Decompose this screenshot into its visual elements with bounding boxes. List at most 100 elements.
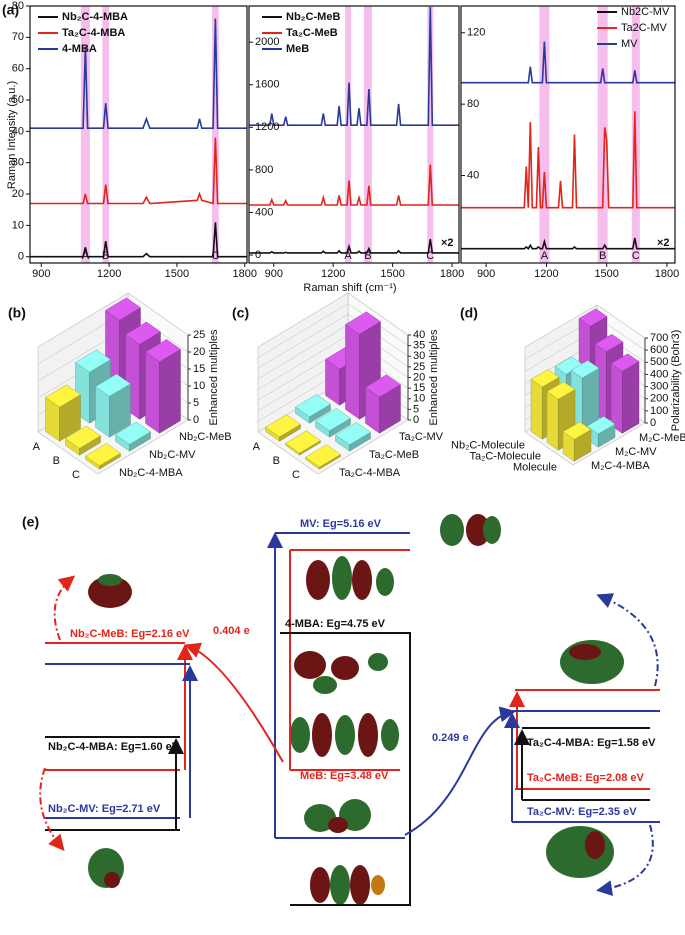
bar [95,373,131,438]
band-label: B [364,250,371,262]
y-tick-label: 1200 [255,121,279,133]
series-label: Ta₂C-MV [399,431,444,443]
y-tick-label: 30 [12,157,24,169]
bar-face [315,408,351,432]
z-tick-label: 0 [193,414,199,426]
level-label: Nb₂C-MeB: Eg=2.16 eV [70,628,190,640]
bar-face [365,374,401,398]
z-tick-label: 30 [413,350,425,362]
bar-face [305,444,341,468]
bar-face [622,361,640,434]
bar-face [159,348,181,434]
legend-label: Nb₂C-MeB [286,11,340,23]
level-label: Nb₂C-4-MBA: Eg=1.60 eV [48,741,180,753]
spectrum-line [30,137,247,205]
category-label: A [33,441,41,453]
panel-label: (a) [2,2,19,18]
y-tick-label: 60 [12,63,24,75]
y-tick-label: 120 [467,27,485,39]
highlight-band [80,6,90,263]
y-tick-label: 2000 [255,36,279,48]
series-label: Ta₂C-MeB [369,449,419,461]
category-label: A [253,441,261,453]
z-tick-label: 20 [193,346,205,358]
bar [305,444,341,470]
grid-line [257,313,349,369]
charge-label: 0.249 e [432,732,469,744]
bar-face [586,416,616,435]
bar [610,353,640,434]
bar-face [145,351,160,434]
y-tick-label: 40 [12,125,24,137]
grid-line [257,324,349,380]
bar [295,394,331,424]
grid-line [524,304,598,348]
grid-line [257,335,349,390]
x-tick-label: 1200 [534,268,558,280]
legend-label: Ta₂C-MeB [286,27,338,39]
bar-face [594,334,624,353]
x-tick-label: 900 [477,268,495,280]
bar-face [65,425,101,449]
y-tick-label: 80 [12,0,24,12]
bar [85,443,121,470]
band-label: A [82,250,90,262]
level-label: Ta₂C-MV: Eg=2.35 eV [527,806,637,818]
z-tick-label: 400 [650,368,668,380]
z-tick-label: 15 [413,382,425,394]
z-tick-label: 100 [650,405,668,417]
y-axis-label: Raman Intensity (a.u.) [6,81,18,189]
spectrum-line [461,41,675,84]
x-tick-label: 1500 [594,268,618,280]
legend-label: MV [621,38,638,50]
bar-face [95,373,131,397]
plot-frame [29,5,248,264]
bar [562,421,592,462]
x-tick-label: 1500 [380,268,404,280]
legend-label: Nb2C-MV [621,6,670,18]
category-label: B [273,455,280,467]
panel-label: (e) [22,514,39,530]
bar-face [45,384,81,408]
level-label: Ta₂C-4-MBA: Eg=1.58 eV [527,737,656,749]
y-tick-label: 0 [18,251,24,263]
legend-label: MeB [286,43,309,55]
highlight-band [102,6,110,263]
category-label: Molecule [513,461,557,473]
bar-face [345,324,360,420]
bar-face [345,311,381,335]
band-label: C [426,250,434,262]
z-tick-label: 300 [650,380,668,392]
grid-line [127,292,189,336]
category-label: B [53,455,60,467]
grid-line [257,303,349,358]
bar [265,414,301,442]
bar-face [578,308,608,327]
band-label: B [599,250,606,262]
bar-face [530,369,560,388]
y-tick-label: 1600 [255,79,279,91]
y-tick-label: 400 [255,206,273,218]
band-label: B [102,250,109,262]
grid-line [347,292,409,336]
spectrum-line [249,238,459,254]
x-tick-label: 1500 [165,268,189,280]
bar-face [335,422,371,446]
z-tick-label: 5 [413,403,419,415]
z-tick-label: 35 [413,340,425,352]
spectrum-line [30,18,247,129]
highlight-band [363,6,372,263]
z-tick-label: 0 [413,414,419,426]
category-label: C [72,469,80,481]
bar-face [530,378,543,440]
z-tick-label: 700 [650,332,668,344]
series-label: M₂C-4-MBA [591,460,650,472]
x-tick-label: 900 [32,268,50,280]
bar-face [562,421,592,440]
series-label: Nb₂C-4-MBA [119,467,183,479]
z-axis-label: Enhanced multiples [428,329,440,426]
y-tick-label: 50 [12,94,24,106]
y-tick-label: 20 [12,188,24,200]
x-tick-label: 1200 [321,268,345,280]
